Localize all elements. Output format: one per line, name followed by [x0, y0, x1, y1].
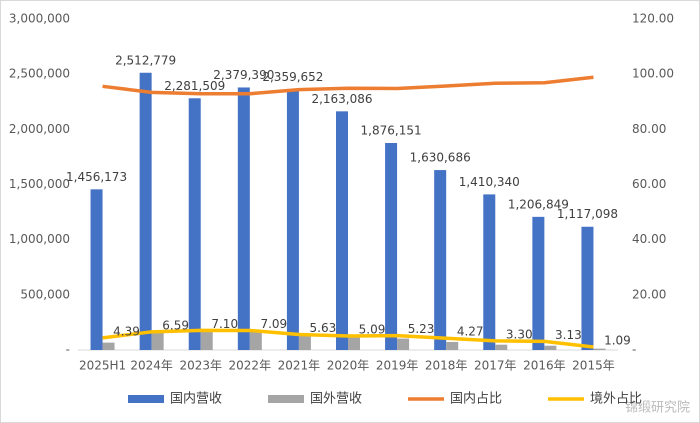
bar: [90, 189, 103, 350]
data-label: 3.30: [506, 327, 533, 341]
x-tick-label: 2025H1: [79, 359, 126, 373]
data-label: 3.13: [555, 328, 582, 342]
bar: [593, 348, 606, 350]
data-label: 2,163,086: [311, 92, 372, 106]
y2-tick-label: 60.00: [632, 177, 666, 191]
data-label: 1,456,173: [66, 170, 127, 184]
x-tick-label: 2023年: [179, 359, 222, 373]
line: [102, 328, 594, 349]
bar: [385, 142, 398, 350]
bar: [397, 338, 410, 350]
bar: [188, 98, 201, 351]
data-label: 2,359,652: [262, 70, 323, 84]
legend-label: 国外营收: [310, 392, 362, 407]
bar: [336, 111, 348, 350]
y2-tick-label: 100.00: [632, 67, 674, 81]
x-tick-label: 2016年: [523, 359, 566, 373]
bar: [237, 87, 250, 350]
data-label: 2,281,509: [164, 79, 225, 93]
bar: [581, 226, 594, 350]
x-tick-label: 2020年: [327, 359, 370, 373]
y2-tick-label: -: [632, 343, 636, 357]
y-tick-label: 3,000,000: [9, 12, 70, 26]
y-tick-label: 500,000: [20, 287, 70, 301]
x-tick-label: 2018年: [425, 359, 468, 373]
data-label: 7.09: [260, 317, 287, 331]
x-tick-label: 2019年: [376, 359, 419, 373]
bar: [348, 337, 360, 350]
data-label: 1,630,686: [410, 151, 471, 165]
data-label: 1,876,151: [361, 123, 422, 137]
legend-label: 国内占比: [450, 391, 502, 407]
legend-label: 国内营收: [170, 391, 222, 407]
data-label: 2,379,390: [213, 68, 274, 82]
bar: [151, 330, 164, 350]
x-tick-label: 2017年: [474, 359, 517, 373]
y2-tick-label: 20.00: [632, 287, 666, 301]
data-label: 4.27: [457, 325, 484, 339]
y2-tick-label: 80.00: [632, 122, 666, 136]
y-tick-label: 2,000,000: [9, 122, 70, 136]
data-label: 1,410,340: [459, 175, 520, 189]
bar: [544, 345, 557, 350]
x-tick-label: 2021年: [278, 359, 321, 373]
x-tick-label: 2024年: [130, 359, 173, 373]
bar: [434, 170, 447, 350]
data-label: 1,206,849: [508, 197, 569, 211]
data-label: 6.59: [162, 318, 189, 332]
data-label: 5.09: [359, 322, 386, 336]
data-label: 7.10: [211, 317, 238, 331]
y-tick-label: 1,000,000: [9, 232, 70, 246]
x-tick-label: 2015年: [572, 359, 615, 373]
bar: [200, 330, 213, 350]
bar: [139, 72, 152, 350]
data-label: 5.23: [408, 322, 435, 336]
bar: [286, 89, 299, 350]
bar: [446, 341, 459, 350]
data-label: 1,117,098: [557, 207, 618, 221]
bar: [298, 334, 311, 350]
y-tick-label: 1,500,000: [9, 177, 70, 191]
y-tick-label: -: [66, 343, 70, 357]
line: [102, 75, 594, 96]
y2-tick-label: 40.00: [632, 232, 666, 246]
bar: [249, 329, 262, 350]
data-label: 4.39: [113, 324, 140, 338]
y-tick-label: 2,500,000: [9, 67, 70, 81]
legend-swatch: [268, 395, 304, 403]
x-tick-label: 2022年: [229, 359, 272, 373]
legend-swatch: [128, 395, 164, 403]
y2-tick-label: 120.00: [632, 12, 674, 26]
watermark: 锦缎研究院: [625, 400, 690, 416]
legend-label: 境外占比: [590, 392, 642, 407]
data-label: 1.09: [604, 333, 631, 347]
data-label: 2,512,779: [115, 53, 176, 67]
bar: [483, 194, 496, 350]
bar: [102, 342, 115, 350]
data-label: 5.63: [310, 321, 337, 335]
bar: [532, 216, 545, 350]
bar: [495, 344, 508, 350]
